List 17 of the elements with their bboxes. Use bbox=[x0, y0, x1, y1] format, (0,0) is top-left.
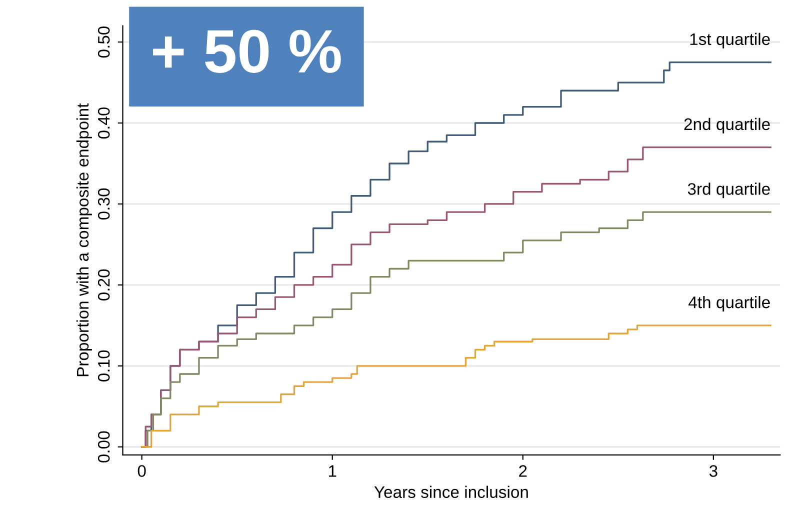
annotation: + 50 % bbox=[153, 30, 341, 73]
series-label: 1st quartile bbox=[690, 32, 770, 48]
y-tick-label: 0.00 bbox=[98, 431, 110, 462]
x-tick-label: 0 bbox=[138, 465, 146, 477]
series-label: 2nd quartile bbox=[684, 118, 770, 134]
series-label: 4th quartile bbox=[688, 296, 770, 312]
y-tick-label: 0.40 bbox=[98, 107, 110, 139]
y-tick-label: 0.30 bbox=[98, 188, 110, 220]
series-label: 3rd quartile bbox=[688, 182, 770, 198]
y-tick-label: 0.10 bbox=[98, 350, 110, 382]
y-axis-title: Proportion with a composite endpoint bbox=[76, 103, 92, 376]
x-axis-title: Years since inclusion bbox=[374, 486, 528, 498]
x-tick-label: 3 bbox=[709, 465, 718, 477]
x-tick-label: 2 bbox=[519, 465, 527, 477]
x-tick-label: 1 bbox=[328, 465, 336, 477]
y-tick-label: 0.20 bbox=[98, 269, 110, 300]
y-tick-label: 0.50 bbox=[98, 26, 110, 58]
